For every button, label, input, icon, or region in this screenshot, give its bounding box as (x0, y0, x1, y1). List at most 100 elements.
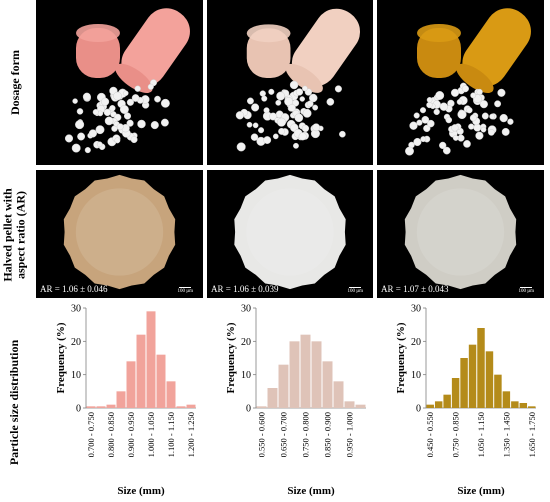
scale-bar: 100 µm (347, 287, 363, 294)
capsule-cap-rim (76, 24, 120, 42)
histogram-bar (511, 401, 519, 408)
pellet-bead (499, 113, 508, 123)
pellet-bead (445, 116, 453, 124)
pellet-bead (258, 127, 265, 134)
pellet-bead (452, 134, 459, 141)
pellet-bead (82, 92, 91, 101)
pellet-bead (302, 108, 312, 118)
pellet-bead (154, 95, 161, 103)
pellet-bead (435, 91, 445, 100)
histogram-bar (528, 406, 536, 408)
pellet-bead (101, 97, 110, 106)
histogram-bar (519, 403, 528, 408)
pellet-cross-section (404, 174, 517, 290)
y-tick-label: 10 (71, 370, 81, 381)
x-tick-label: 0.700 - 0.750 (86, 412, 96, 457)
pellet-bead (466, 107, 473, 114)
aspect-ratio-text: AR = 1.06 ± 0.046 (40, 284, 108, 294)
x-tick-label: 0.650 - 0.700 (279, 412, 289, 457)
y-axis-label: Frequency (%) (225, 322, 237, 393)
y-tick-label: 10 (411, 370, 421, 381)
pellet-bead (457, 109, 467, 120)
pellet-bead (109, 105, 116, 112)
pellet-bead (489, 113, 495, 120)
histogram-bar (477, 328, 485, 408)
pellet-bead (284, 97, 294, 106)
pellet-bead (309, 93, 318, 103)
histogram-bar (289, 341, 300, 408)
histogram-bar (267, 388, 278, 408)
histogram-bar (300, 334, 311, 408)
pellet-bead (479, 100, 488, 109)
pellet-bead (326, 98, 335, 106)
pellet-bead (113, 91, 122, 101)
histogram-bar (311, 341, 322, 408)
pellet-bead (480, 126, 487, 133)
pellet-bead (468, 123, 475, 130)
pellet-photo-3: AR = 1.07 ± 0.043 100 µm (377, 170, 544, 298)
pellet-bead (461, 85, 469, 93)
pellet-bead (247, 97, 254, 105)
capsule-body (291, 8, 361, 87)
pellet-bead (263, 107, 270, 114)
histogram-bar (106, 404, 116, 408)
pellet-bead (301, 124, 310, 133)
x-tick-label: 1.050 - 1.150 (476, 412, 486, 457)
pellet-bead (423, 124, 431, 133)
pellet-bead (130, 136, 138, 144)
halved-pellet-label: Halved pellet with aspect ratio (AR) (1, 188, 28, 281)
capsule-body (462, 8, 531, 87)
pellet-bead (236, 142, 246, 152)
dosage-form-label: Dosage form (7, 49, 22, 115)
x-tick-label: 0.900 - 0.950 (126, 412, 136, 457)
pellet-bead (289, 80, 299, 90)
histogram-1: 0 10 20 30 0.700 - 0.750 0.800 - 0.850 0.900 -… (55, 304, 196, 497)
pellet-bead (275, 99, 282, 106)
pellet-bead (420, 136, 427, 143)
pellet-bead (469, 114, 477, 122)
capsule-photo-2 (207, 0, 373, 165)
x-tick-label: 0.800 - 0.850 (106, 412, 116, 457)
pellet-bead (312, 123, 321, 132)
pellet-bead (263, 136, 272, 144)
pellet-bead (278, 127, 285, 135)
histogram-bar (494, 374, 502, 408)
capsule-body (121, 8, 190, 87)
pellet-bead (475, 131, 484, 140)
pellet-bead (427, 119, 435, 128)
pellet-bead (76, 108, 84, 115)
histogram-bar (451, 378, 460, 408)
pellet-photo-2: AR = 1.06 ± 0.039 100 µm (207, 170, 373, 298)
y-tick-label: 20 (411, 337, 421, 348)
pellet-bead (476, 88, 483, 96)
pellet-bead (126, 98, 134, 106)
y-tick-label: 30 (411, 304, 421, 315)
x-axis-label: Size (mm) (457, 485, 505, 497)
pellet-bead (276, 91, 286, 101)
pellet-bead (160, 118, 169, 127)
pellet-bead (251, 103, 260, 112)
pellet-bead (288, 104, 296, 112)
pellet-bead (451, 124, 459, 132)
pellet-bead (488, 129, 495, 136)
capsule-cap-rim (417, 24, 461, 42)
pellet-bead (131, 94, 140, 102)
pellet-core (75, 188, 164, 276)
pellet-bead (413, 112, 420, 119)
psd-label: Particle size distribution (7, 339, 22, 465)
pellet-bead (293, 142, 299, 149)
x-tick-label: 1.350 - 1.450 (501, 412, 511, 457)
histogram-bar (502, 391, 511, 408)
pellet-bead (137, 119, 146, 129)
pellet-bead (116, 123, 124, 131)
histogram-bar (485, 351, 494, 408)
capsule-body-opening (115, 63, 153, 93)
pellet-bead (294, 113, 304, 123)
row-label-dosage-form: Dosage form (0, 0, 30, 164)
pellet-outline (234, 174, 346, 290)
row-label-psd: Particle size distribution (0, 302, 30, 502)
aspect-ratio-text: AR = 1.07 ± 0.043 (381, 284, 449, 294)
pellet-outline (63, 174, 176, 290)
y-tick-label: 20 (71, 337, 81, 348)
pellet-bead (439, 141, 447, 150)
